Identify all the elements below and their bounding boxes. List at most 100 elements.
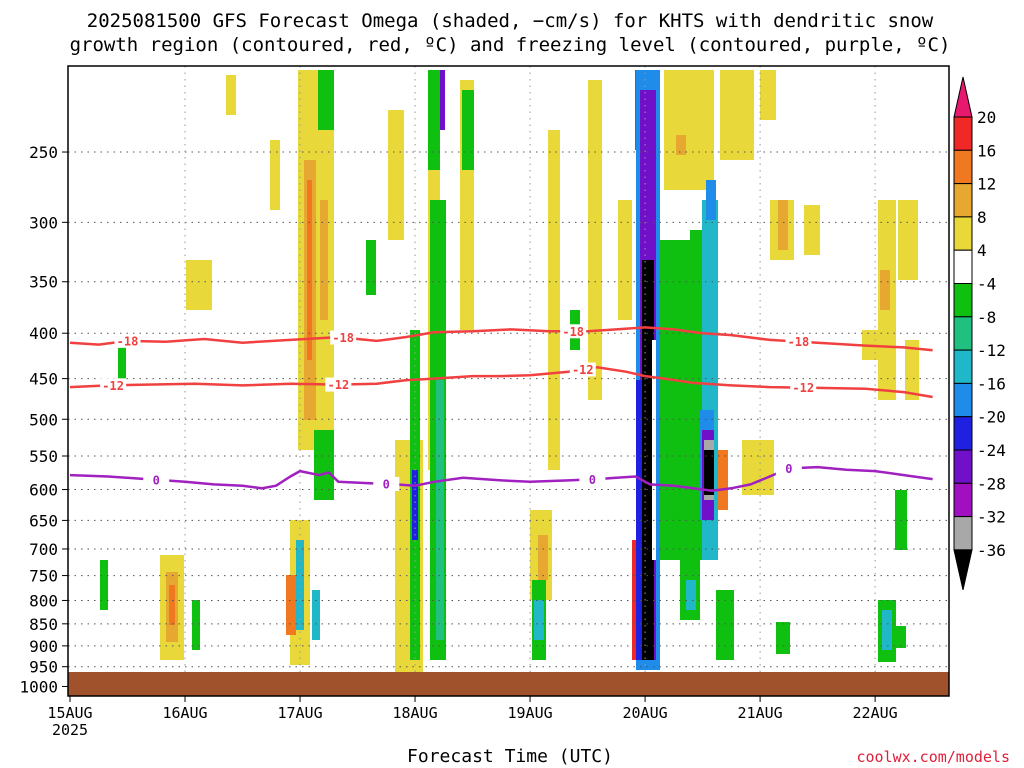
- omega-shade-patch: [778, 200, 788, 250]
- credit-text[interactable]: coolwx.com/models: [856, 748, 1010, 766]
- x-tick-sublabel: 2025: [52, 721, 88, 739]
- contour-label-bg: [330, 330, 357, 345]
- y-tick-label: 850: [29, 615, 58, 634]
- omega-shade-patch: [882, 610, 892, 650]
- colorbar-segment: [953, 316, 973, 351]
- contour-line: [69, 465, 933, 493]
- colorbar-segment: [953, 149, 973, 185]
- omega-shade-patch: [270, 140, 280, 210]
- contour-label-bg: [373, 476, 400, 491]
- colorbar-label: -20: [977, 408, 1006, 427]
- colorbar-label: -16: [977, 374, 1006, 393]
- x-axis-label: Forecast Time (UTC): [407, 746, 613, 767]
- omega-shade-patch: [716, 590, 734, 660]
- grid-lines: [68, 66, 949, 696]
- colorbar-label: 20: [977, 108, 996, 127]
- colorbar-segment: [953, 116, 973, 151]
- colorbar-segment: [953, 449, 973, 484]
- contour-label: -18: [788, 335, 810, 349]
- omega-shade-patch: [312, 590, 320, 640]
- omega-shade-patch: [588, 80, 602, 400]
- omega-shade-patch: [760, 70, 776, 120]
- colorbar-label: -4: [977, 275, 996, 294]
- contour-label-bg: [790, 380, 817, 395]
- colorbar-segment: [953, 183, 973, 218]
- omega-shade-patch: [776, 622, 790, 654]
- colorbar-segment: [953, 216, 973, 251]
- colorbar-label: 8: [977, 208, 987, 227]
- colorbar-segment: [953, 482, 973, 518]
- omega-shade-patch: [462, 90, 474, 170]
- omega-shade-patch: [706, 180, 716, 220]
- colorbar-segment: [953, 249, 973, 284]
- ground-surface: [68, 672, 949, 696]
- colorbar-segment: [953, 283, 973, 318]
- colorbar-label: -36: [977, 541, 1006, 560]
- omega-shade-patch: [320, 200, 328, 320]
- colorbar-label: -12: [977, 341, 1006, 360]
- y-tick-label: 300: [29, 213, 58, 232]
- omega-shade-patch: [905, 340, 919, 400]
- omega-shade-patch: [226, 75, 236, 115]
- colorbar-label: -28: [977, 474, 1006, 493]
- contour-label: -12: [572, 363, 594, 377]
- contour-label-bg: [569, 362, 596, 377]
- y-tick-label: 250: [29, 143, 58, 162]
- omega-shade-patch: [880, 270, 890, 310]
- omega-shade-patch: [636, 380, 642, 660]
- omega-shade-patch: [534, 600, 544, 640]
- y-tick-label: 1000: [19, 677, 58, 696]
- omega-shade-patch: [652, 340, 656, 560]
- y-tick-label: 600: [29, 481, 58, 500]
- omega-shade-patch: [100, 560, 108, 610]
- y-axis: 250 300 350 400 450 500 550 600 650 700 750 800 850 9…: [19, 143, 68, 696]
- omega-shade-patch: [428, 70, 440, 170]
- omega-shade-patch: [366, 240, 376, 295]
- x-tick-label: 21AUG: [738, 704, 783, 722]
- omega-shade-patch: [742, 440, 774, 495]
- contour-label-bg: [579, 472, 606, 487]
- chart-title-line2: growth region (contoured, red, ºC) and f…: [70, 34, 951, 56]
- x-tick-label: 17AUG: [277, 704, 322, 722]
- omega-shade-patch: [412, 470, 418, 540]
- contour-label-bg: [325, 377, 352, 392]
- y-tick-label: 450: [29, 370, 58, 389]
- contour-line: [69, 326, 933, 352]
- contour-label: 0: [589, 473, 596, 487]
- contour-label: -18: [332, 331, 354, 345]
- omega-shade-patch: [804, 205, 820, 255]
- x-tick-label: 16AUG: [162, 704, 207, 722]
- omega-shade-patch: [676, 135, 686, 155]
- y-tick-label: 500: [29, 410, 58, 429]
- omega-shade-patch: [548, 130, 560, 470]
- omega-shading: [100, 70, 919, 680]
- y-tick-label: 400: [29, 324, 58, 343]
- contour-label-bg: [775, 461, 802, 476]
- contour-label: -12: [102, 379, 124, 393]
- omega-shade-patch: [664, 70, 714, 190]
- omega-shade-patch: [898, 200, 918, 280]
- omega-shade-patch: [296, 540, 304, 630]
- x-tick-label: 15AUG: [47, 704, 92, 722]
- plot-frame: [67, 65, 950, 697]
- contour-label-bg: [114, 333, 141, 348]
- colorbar-label: 16: [977, 141, 996, 160]
- omega-shade-patch: [440, 70, 445, 130]
- colorbar-bottom-arrow: [953, 549, 973, 591]
- omega-shade-patch: [307, 180, 312, 360]
- colorbar-segment: [953, 416, 973, 451]
- colorbar-top-arrow: [953, 76, 973, 118]
- chart-title-line1: 2025081500 GFS Forecast Omega (shaded, −…: [87, 10, 934, 32]
- omega-shade-patch: [169, 585, 175, 625]
- y-tick-label: 700: [29, 540, 58, 559]
- contour-label: -12: [792, 381, 814, 395]
- contour-line: [69, 366, 933, 399]
- contour-label-bg: [785, 334, 812, 349]
- x-tick-label: 20AUG: [623, 704, 668, 722]
- colorbar-label: 12: [977, 175, 996, 194]
- colorbar-label: -8: [977, 308, 996, 327]
- contour-label: -18: [117, 334, 139, 348]
- omega-shade-patch: [186, 260, 212, 310]
